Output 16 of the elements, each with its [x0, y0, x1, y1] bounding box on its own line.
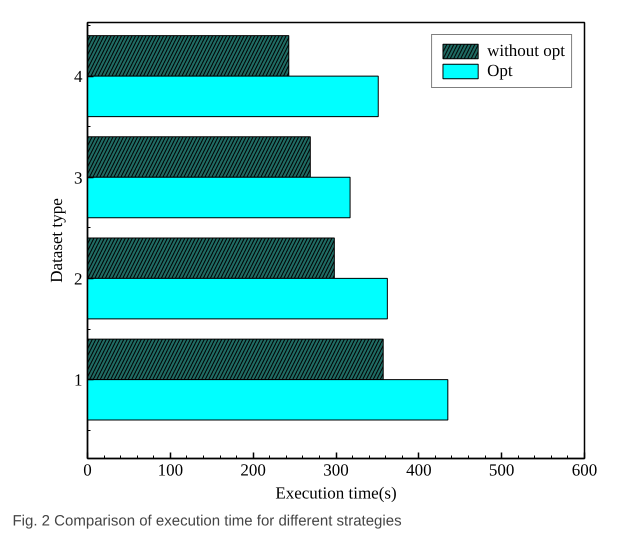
y-tick-label: 4 [74, 67, 83, 86]
legend-label: Opt [487, 61, 513, 81]
x-tick-label: 400 [406, 460, 432, 480]
x-tick-label: 500 [488, 460, 514, 480]
x-tick-label: 100 [158, 460, 184, 480]
y-axis-title: Dataset type [47, 198, 66, 283]
y-tick-label: 1 [74, 370, 82, 390]
x-tick-label: 200 [240, 460, 266, 480]
y-tick-label: 2 [74, 269, 82, 288]
x-tick-label: 600 [572, 460, 598, 480]
legend-label: without opt [487, 41, 565, 61]
x-tick-label: 0 [83, 460, 92, 480]
y-tick-label: 3 [74, 168, 82, 188]
caption: Fig. 2 Comparison of execution time for different strategies [12, 512, 402, 530]
x-tick-label: 300 [323, 460, 349, 480]
x-axis-title: Execution time(s) [275, 484, 397, 502]
